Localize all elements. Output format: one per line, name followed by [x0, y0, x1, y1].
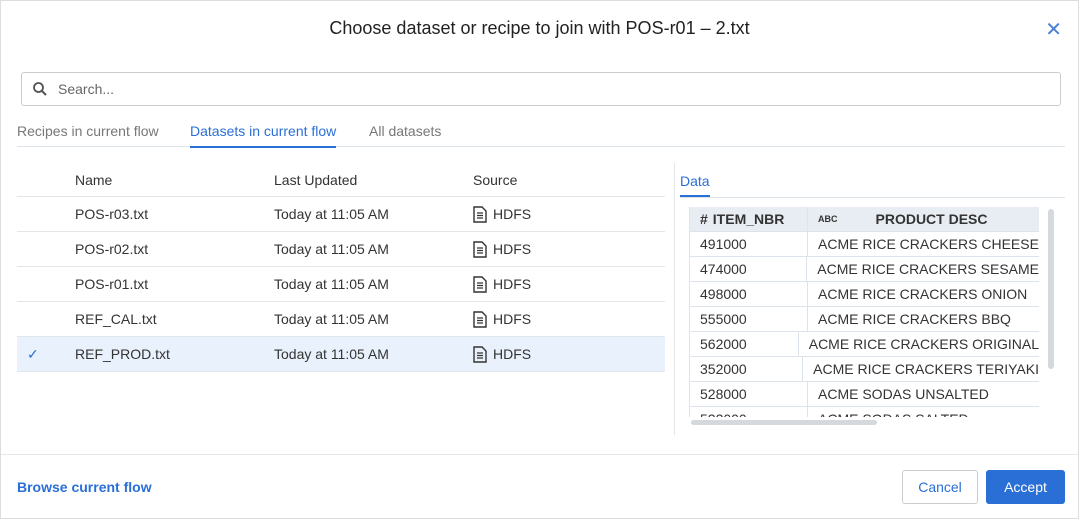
product-desc-cell: ACME RICE CRACKERS SESAME — [817, 261, 1039, 277]
column-header[interactable]: ITEM_NBR — [712, 211, 785, 227]
horizontal-scrollbar[interactable] — [691, 420, 877, 425]
divider — [674, 163, 675, 435]
grid-row: 491000 ACME RICE CRACKERS CHEESE — [690, 232, 1039, 257]
last-updated: Today at 11:05 AM — [274, 276, 389, 292]
browse-current-flow-link[interactable]: Browse current flow — [17, 479, 152, 495]
source: HDFS — [493, 311, 532, 327]
data-preview-grid: # ITEM_NBR ABC PRODUCT DESC 491000 ACME RIC… — [689, 207, 1039, 417]
grid-row: 528000 ACME SODAS UNSALTED — [690, 382, 1039, 407]
accept-button[interactable]: Accept — [986, 470, 1065, 504]
divider — [680, 197, 1065, 198]
tab-all-datasets[interactable]: All datasets — [369, 123, 442, 139]
item-nbr-cell: 474000 — [690, 257, 808, 281]
grid-row: 474000 ACME RICE CRACKERS SESAME — [690, 257, 1039, 282]
grid-row: 562000 ACME RICE CRACKERS ORIGINAL — [690, 332, 1039, 357]
dataset-name: REF_CAL.txt — [75, 311, 157, 327]
tab-bar: Recipes in current flow Datasets in curr… — [17, 121, 1065, 148]
source: HDFS — [493, 206, 532, 222]
dataset-name: POS-r02.txt — [75, 241, 149, 257]
source: HDFS — [493, 276, 532, 292]
divider — [1, 454, 1078, 455]
last-updated: Today at 11:05 AM — [274, 346, 389, 362]
cancel-button[interactable]: Cancel — [902, 470, 978, 504]
close-icon[interactable]: ✕ — [1045, 19, 1062, 41]
table-row[interactable]: POS-r02.txt Today at 11:05 AM HDFS — [17, 232, 665, 267]
check-icon: ✓ — [27, 345, 39, 362]
header-last-updated[interactable]: Last Updated — [274, 171, 358, 188]
tab-datasets[interactable]: Datasets in current flow — [190, 123, 337, 148]
grid-row: 522000ACME SODAS SALTED — [690, 407, 1039, 417]
table-row[interactable]: ✓ REF_PROD.txt Today at 11:05 AM HDFS — [17, 337, 665, 372]
string-type-icon: ABC — [818, 214, 838, 224]
item-nbr-cell: 555000 — [690, 307, 808, 331]
file-icon — [473, 310, 487, 328]
product-desc-cell: ACME RICE CRACKERS CHEESE — [818, 236, 1039, 252]
source: HDFS — [493, 241, 532, 257]
tab-data[interactable]: Data — [680, 173, 710, 197]
search-field[interactable] — [21, 72, 1061, 106]
item-nbr-cell: 562000 — [690, 332, 799, 356]
last-updated: Today at 11:05 AM — [274, 311, 389, 327]
file-icon — [473, 240, 487, 258]
item-nbr-cell: 522000 — [690, 407, 808, 417]
grid-row: 352000 ACME RICE CRACKERS TERIYAKI — [690, 357, 1039, 382]
file-icon — [473, 275, 487, 293]
item-nbr-cell: 498000 — [690, 282, 808, 306]
search-input[interactable] — [58, 81, 958, 97]
dataset-name: REF_PROD.txt — [75, 346, 170, 362]
grid-row: 555000 ACME RICE CRACKERS BBQ — [690, 307, 1039, 332]
product-desc-cell: ACME RICE CRACKERS ORIGINAL — [808, 336, 1039, 352]
file-icon — [473, 205, 487, 223]
dataset-name: POS-r03.txt — [75, 206, 149, 222]
header-source[interactable]: Source — [473, 171, 518, 188]
search-icon — [33, 82, 47, 96]
grid-header: # ITEM_NBR ABC PRODUCT DESC — [690, 207, 1039, 232]
item-nbr-cell: 528000 — [690, 382, 808, 406]
tab-recipes[interactable]: Recipes in current flow — [17, 123, 159, 139]
item-nbr-cell: 352000 — [690, 357, 804, 381]
table-row[interactable]: POS-r01.txt Today at 11:05 AM HDFS — [17, 267, 665, 302]
dataset-table: Name Last Updated Source POS-r03.txt Tod… — [17, 163, 665, 372]
file-icon — [473, 345, 487, 363]
number-type-icon: # — [700, 211, 708, 227]
source: HDFS — [493, 346, 532, 362]
table-row[interactable]: POS-r03.txt Today at 11:05 AM HDFS — [17, 197, 665, 232]
table-row[interactable]: REF_CAL.txt Today at 11:05 AM HDFS — [17, 302, 665, 337]
product-desc-cell: ACME SODAS SALTED — [808, 407, 1039, 417]
column-header[interactable]: PRODUCT DESC — [875, 211, 988, 227]
product-desc-cell: ACME RICE CRACKERS TERIYAKI — [813, 361, 1039, 377]
item-nbr-cell: 491000 — [690, 232, 808, 256]
last-updated: Today at 11:05 AM — [274, 206, 389, 222]
grid-row: 498000 ACME RICE CRACKERS ONION — [690, 282, 1039, 307]
product-desc-cell: ACME SODAS UNSALTED — [818, 386, 989, 402]
product-desc-cell: ACME RICE CRACKERS ONION — [818, 286, 1028, 302]
table-header: Name Last Updated Source — [17, 163, 665, 197]
dataset-name: POS-r01.txt — [75, 276, 149, 292]
last-updated: Today at 11:05 AM — [274, 241, 389, 257]
dialog-title: Choose dataset or recipe to join with PO… — [329, 18, 750, 38]
header-name[interactable]: Name — [75, 171, 113, 188]
vertical-scrollbar[interactable] — [1048, 209, 1054, 369]
product-desc-cell: ACME RICE CRACKERS BBQ — [818, 311, 1011, 327]
